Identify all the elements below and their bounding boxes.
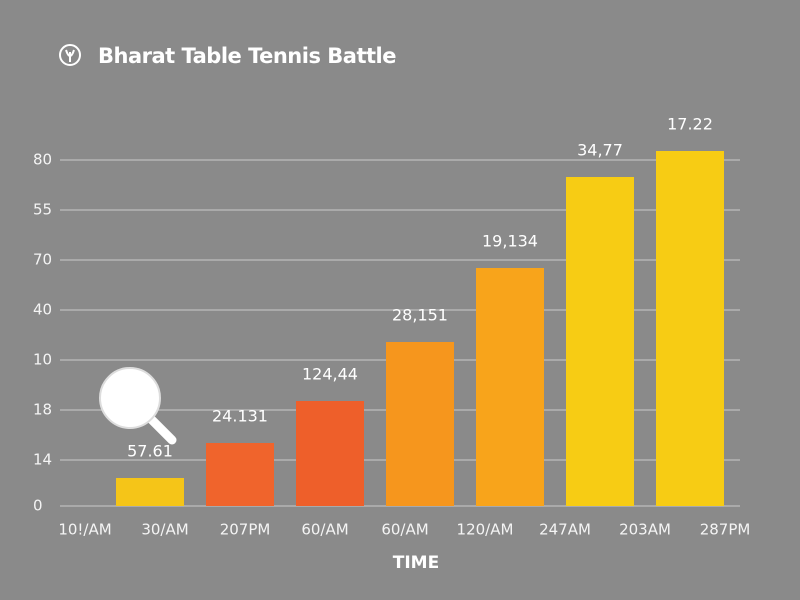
y-tick-label: 55 (33, 201, 52, 219)
bar (656, 151, 724, 506)
y-tick-label: 0 (33, 497, 43, 515)
y-tick-label: 70 (33, 251, 52, 269)
bar (566, 177, 634, 506)
bar (296, 401, 364, 506)
y-tick-label: 14 (33, 451, 52, 469)
y-tick-label: 40 (33, 301, 52, 319)
bar-annotation: 124,44 (302, 365, 358, 384)
title-icon (59, 44, 81, 66)
x-tick-label: 60/AM (301, 521, 348, 539)
x-tick-label: 10!/AM (58, 521, 111, 539)
x-tick-label: 203AM (619, 521, 671, 539)
plot: 0 14 18 10 40 70 55 80 10!/AM 30/AM 207PM 60/AM 60/A… (33, 115, 750, 539)
y-tick-label: 10 (33, 351, 52, 369)
y-tick-label: 80 (33, 151, 52, 169)
x-tick-label: 120/AM (457, 521, 514, 539)
bar-annotation: 17.22 (667, 115, 713, 134)
x-tick-label: 287PM (700, 521, 751, 539)
x-axis-title: TIME (393, 553, 439, 573)
bar-annotation: 34,77 (577, 141, 623, 160)
x-tick-label: 207PM (220, 521, 271, 539)
bar (116, 478, 184, 506)
bar (386, 342, 454, 506)
bar-annotation: 19,134 (482, 232, 538, 251)
y-tick-label: 18 (33, 401, 52, 419)
x-tick-label: 30/AM (141, 521, 188, 539)
bar (476, 268, 544, 506)
magnifier-icon (99, 367, 177, 445)
bar-annotation: 24.131 (212, 407, 268, 426)
x-tick-label: 60/AM (381, 521, 428, 539)
bar-annotation: 57.61 (127, 442, 173, 461)
bar (206, 443, 274, 506)
x-tick-label: 247AM (539, 521, 591, 539)
chart-title: Bharat Table Tennis Battle (98, 44, 396, 68)
bar-annotation: 28,151 (392, 306, 448, 325)
